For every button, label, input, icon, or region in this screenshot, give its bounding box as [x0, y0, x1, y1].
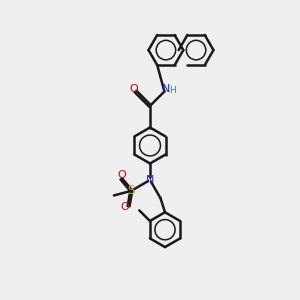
Text: O: O: [129, 84, 138, 94]
Text: S: S: [128, 184, 135, 197]
Text: H: H: [169, 86, 176, 95]
Text: O: O: [117, 170, 126, 180]
Text: N: N: [146, 175, 154, 185]
Text: N: N: [161, 84, 170, 94]
Text: O: O: [120, 202, 129, 212]
